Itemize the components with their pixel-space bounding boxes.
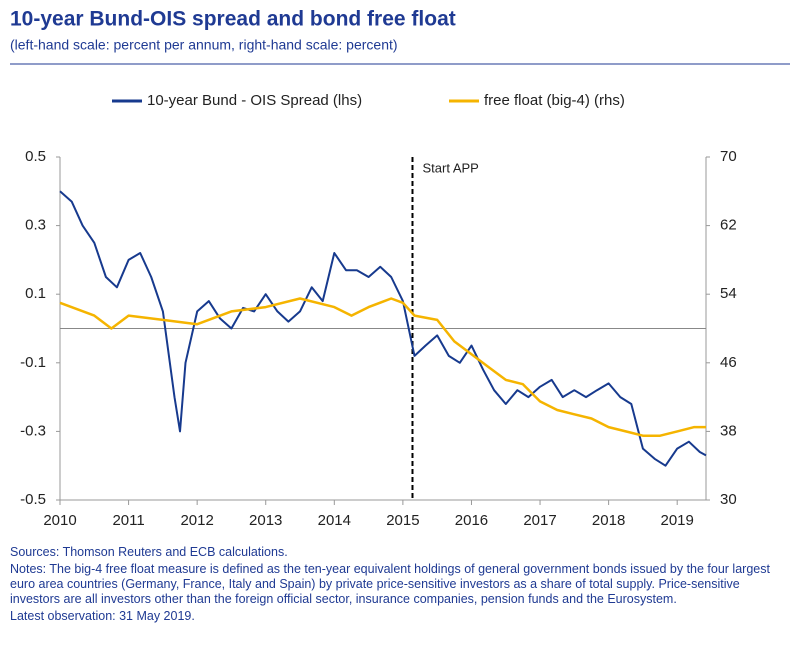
chart-title: 10-year Bund-OIS spread and bond free fl… <box>10 8 456 31</box>
y-tick-label: -0.3 <box>20 422 46 439</box>
y-tick-label: 0.3 <box>25 217 46 234</box>
legend-label: 10-year Bund - OIS Spread (lhs) <box>147 92 362 109</box>
y2-tick-label: 54 <box>720 285 737 302</box>
y2-tick-label: 62 <box>720 217 737 234</box>
y2-tick-label: 70 <box>720 148 737 165</box>
y2-tick-label: 38 <box>720 422 737 439</box>
y-tick-label: -0.1 <box>20 354 46 371</box>
x-tick-label: 2015 <box>386 512 419 529</box>
chart: 10-year Bund-OIS spread and bond free fl… <box>10 8 790 529</box>
y2-tick-label: 30 <box>720 491 737 508</box>
y-tick-label: -0.5 <box>20 491 46 508</box>
y2-tick-label: 46 <box>720 354 737 371</box>
annotation-label: Start APP <box>422 160 478 175</box>
x-tick-label: 2013 <box>249 512 282 529</box>
x-tick-label: 2018 <box>592 512 625 529</box>
x-tick-label: 2012 <box>180 512 213 529</box>
chart-subtitle: (left-hand scale: percent per annum, rig… <box>10 37 398 53</box>
x-tick-label: 2017 <box>523 512 556 529</box>
footnotes: Sources: Thomson Reuters and ECB calcula… <box>10 545 790 626</box>
y-tick-label: 0.1 <box>25 285 46 302</box>
series-line <box>59 190 707 467</box>
sources: Sources: Thomson Reuters and ECB calcula… <box>10 545 288 559</box>
x-tick-label: 2016 <box>455 512 488 529</box>
notes: Notes: The big-4 free float measure is d… <box>10 562 770 606</box>
series-line <box>59 297 706 437</box>
legend-label: free float (big-4) (rhs) <box>484 92 625 109</box>
x-tick-label: 2014 <box>318 512 351 529</box>
x-tick-label: 2011 <box>112 512 144 529</box>
x-tick-label: 2010 <box>43 512 76 529</box>
latest-observation: Latest observation: 31 May 2019. <box>10 609 195 623</box>
x-tick-label: 2019 <box>661 512 694 529</box>
y-tick-label: 0.5 <box>25 148 46 165</box>
